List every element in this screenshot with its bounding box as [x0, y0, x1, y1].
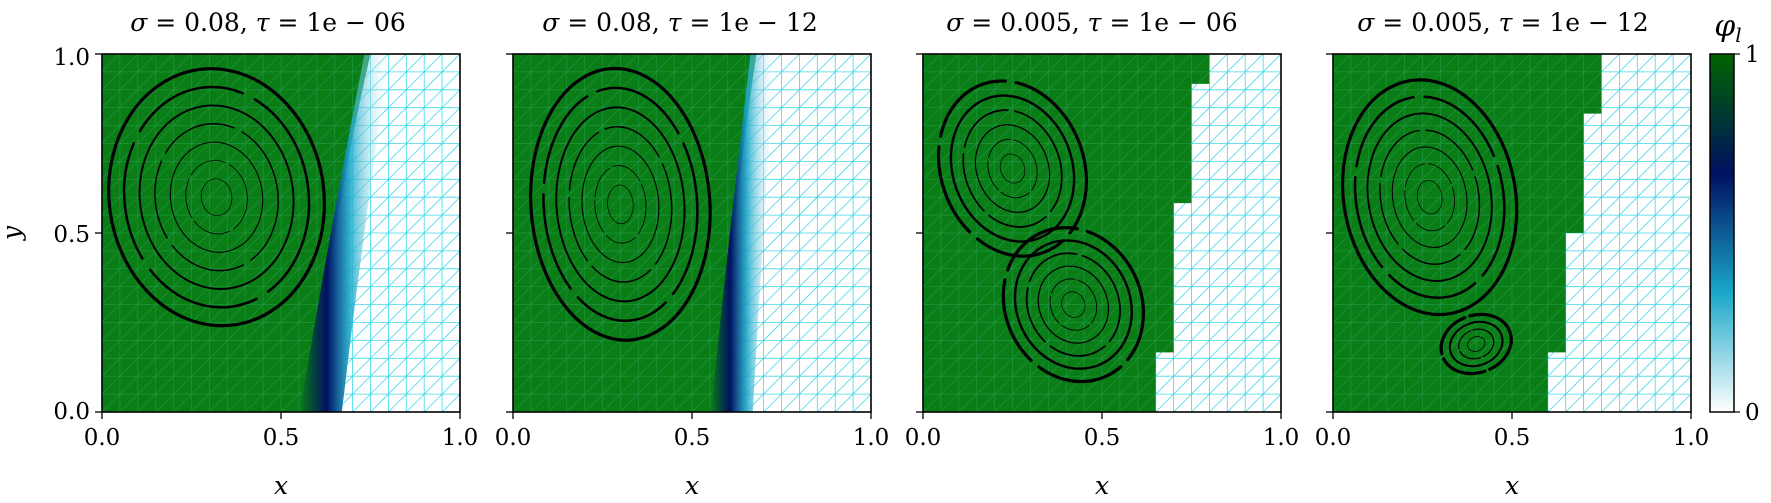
streamline — [122, 85, 311, 309]
streamline — [1049, 278, 1098, 331]
streamline — [974, 124, 1051, 213]
streamline — [107, 67, 327, 328]
colorbar-gradient — [1709, 53, 1735, 413]
streamline — [987, 138, 1038, 199]
panel-1: σ = 0.08, τ = 1e − 06 0.0 0.5 1.0 0.0 0.… — [0, 8, 479, 500]
streamline — [529, 66, 712, 342]
colorbar-label: φl — [1714, 9, 1741, 47]
panel-4-xlabel: x — [1505, 471, 1519, 500]
panel-1-ytick-1: 0.5 — [53, 222, 90, 248]
panel-3-title: σ = 0.005, τ = 1e − 06 — [946, 8, 1237, 37]
panel-4-xtick-2: 1.0 — [1673, 425, 1710, 451]
colorbar: φl 1 0 — [1709, 9, 1760, 426]
liquid-region — [923, 54, 1210, 412]
liquid-region — [102, 54, 371, 412]
vortex-1 — [529, 66, 712, 342]
panel-1-field — [102, 54, 460, 412]
streamline — [1379, 129, 1481, 265]
streamline — [542, 86, 699, 323]
panel-1-ytick-0: 0.0 — [53, 399, 90, 425]
panel-3-xlabel: x — [1095, 471, 1109, 500]
panel-1-ylabel: y — [0, 225, 26, 241]
panel-2-xtick-1: 0.5 — [674, 425, 711, 451]
panel-2-xlabel: x — [685, 471, 699, 500]
panel-2-title: σ = 0.08, τ = 1e − 12 — [542, 8, 818, 37]
streamline — [1353, 95, 1506, 299]
vortex-2 — [1439, 312, 1513, 376]
panel-1-title: σ = 0.08, τ = 1e − 06 — [130, 8, 406, 37]
panel-3-xtick-0: 0.0 — [905, 425, 942, 451]
streamline — [1391, 146, 1468, 249]
panel-3-field — [923, 54, 1281, 412]
streamline — [607, 184, 634, 225]
streamline — [1458, 328, 1495, 360]
interface-band — [299, 54, 390, 412]
colorbar-min-label: 0 — [1745, 400, 1760, 426]
interface-band — [710, 54, 776, 412]
panel-2-field — [513, 54, 871, 412]
streamline — [1001, 226, 1146, 384]
liquid-region — [1333, 54, 1602, 412]
colorbar-max-label: 1 — [1745, 42, 1760, 68]
streamline — [1467, 336, 1486, 352]
streamline — [200, 178, 233, 216]
panel-2-xtick-2: 1.0 — [853, 425, 890, 451]
panel-3-plot — [916, 53, 1282, 419]
streamline — [1025, 252, 1121, 357]
vortex-1 — [107, 67, 327, 328]
panel-2: σ = 0.08, τ = 1e − 12 0.0 0.5 1.0 x — [495, 8, 890, 500]
streamline — [1037, 265, 1110, 344]
panel-1-ytick-2: 1.0 — [53, 45, 90, 71]
streamline — [555, 106, 686, 303]
streamline — [1061, 291, 1086, 318]
panel-3-xtick-2: 1.0 — [1263, 425, 1300, 451]
panel-4-title: σ = 0.005, τ = 1e − 12 — [1357, 8, 1648, 37]
mesh-grid-liquid — [102, 54, 371, 412]
streamline — [1340, 78, 1519, 317]
panel-4: σ = 0.005, τ = 1e − 12 0.0 0.5 1.0 x — [1315, 8, 1710, 500]
streamline — [185, 160, 248, 235]
panel-1-xtick-0: 0.0 — [84, 425, 121, 451]
streamline — [1416, 180, 1443, 215]
panel-4-xtick-1: 0.5 — [1494, 425, 1531, 451]
streamline — [568, 126, 673, 283]
streamline — [1366, 112, 1493, 282]
panel-3-xtick-1: 0.5 — [1084, 425, 1121, 451]
streamline — [1448, 320, 1504, 368]
panel-4-xtick-0: 0.0 — [1315, 425, 1352, 451]
streamline — [594, 165, 647, 244]
panel-1-xtick-2: 1.0 — [442, 425, 479, 451]
mesh-grid-liquid — [1333, 54, 1602, 412]
panel-2-plot — [506, 53, 872, 419]
streamline — [999, 153, 1026, 184]
streamline — [949, 94, 1076, 243]
streamline — [962, 109, 1063, 228]
streamline — [1404, 163, 1455, 232]
panel-1-xtick-1: 0.5 — [263, 425, 300, 451]
streamline — [936, 79, 1089, 258]
streamline — [581, 145, 660, 264]
streamline — [1013, 239, 1133, 370]
vortex-1 — [936, 79, 1089, 258]
panel-2-xtick-0: 0.0 — [495, 425, 532, 451]
panel-4-plot — [1326, 53, 1692, 419]
streamline — [138, 104, 295, 290]
panel-1-xlabel: x — [274, 471, 288, 500]
vortex-2 — [1001, 226, 1146, 384]
panel-3: σ = 0.005, τ = 1e − 06 0.0 0.5 1.0 x — [905, 8, 1300, 500]
vortex-1 — [1340, 78, 1519, 317]
streamline — [154, 123, 279, 272]
streamline — [1439, 312, 1513, 376]
panel-1-plot — [95, 53, 461, 419]
streamline — [169, 141, 264, 253]
panel-4-field — [1333, 54, 1691, 412]
liquid-region — [513, 54, 757, 412]
